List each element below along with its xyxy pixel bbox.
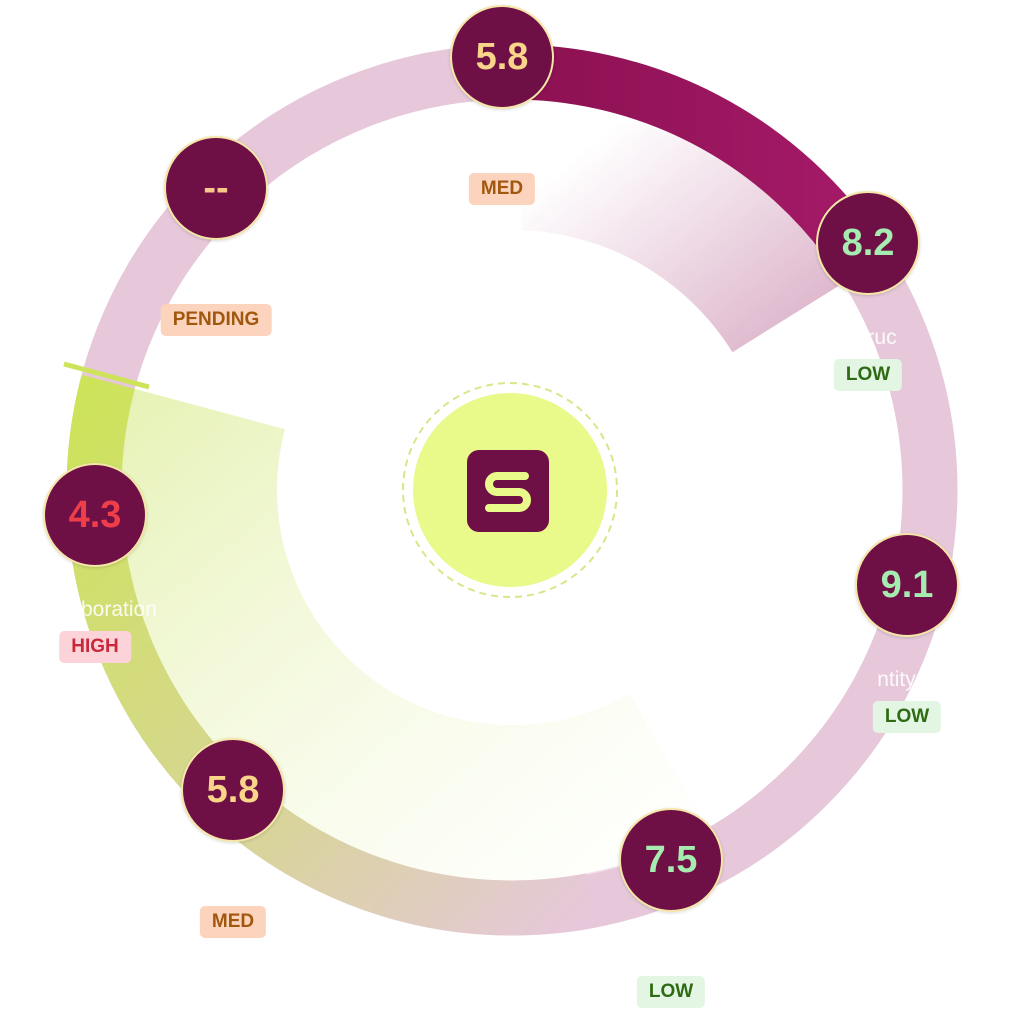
node-label: Collaboration	[33, 598, 157, 621]
score-node[interactable]: 5.8	[450, 5, 554, 109]
score-value: 9.1	[880, 563, 934, 606]
risk-badge: PENDING	[160, 304, 272, 336]
score-value: 7.5	[644, 838, 698, 881]
score-value: 4.3	[68, 493, 122, 536]
risk-badge: LOW	[833, 359, 903, 391]
score-value: 8.2	[841, 221, 895, 264]
score-node[interactable]: 8.2	[816, 191, 920, 295]
node-label: Pro	[199, 271, 233, 294]
center-dashed-ring	[402, 382, 618, 598]
risk-badge: LOW	[636, 976, 706, 1008]
score-value: 5.8	[475, 35, 529, 78]
risk-badge: LOW	[872, 701, 942, 733]
node-label: nstruc	[839, 326, 897, 349]
score-value: --	[203, 166, 229, 209]
risk-badge: MED	[468, 173, 536, 205]
score-value: 5.8	[206, 768, 260, 811]
marker-tick	[63, 361, 150, 390]
risk-badge: HIGH	[59, 631, 131, 663]
magenta-wedge	[521, 98, 845, 353]
score-node[interactable]: 4.3	[43, 463, 147, 567]
s-logo-icon	[467, 450, 549, 532]
risk-badge: MED	[199, 906, 267, 938]
score-node[interactable]: 7.5	[619, 808, 723, 912]
score-node[interactable]: --	[164, 136, 268, 240]
node-label: ntity R	[877, 668, 937, 691]
score-node[interactable]: 5.8	[181, 738, 285, 842]
score-node[interactable]: 9.1	[855, 533, 959, 637]
